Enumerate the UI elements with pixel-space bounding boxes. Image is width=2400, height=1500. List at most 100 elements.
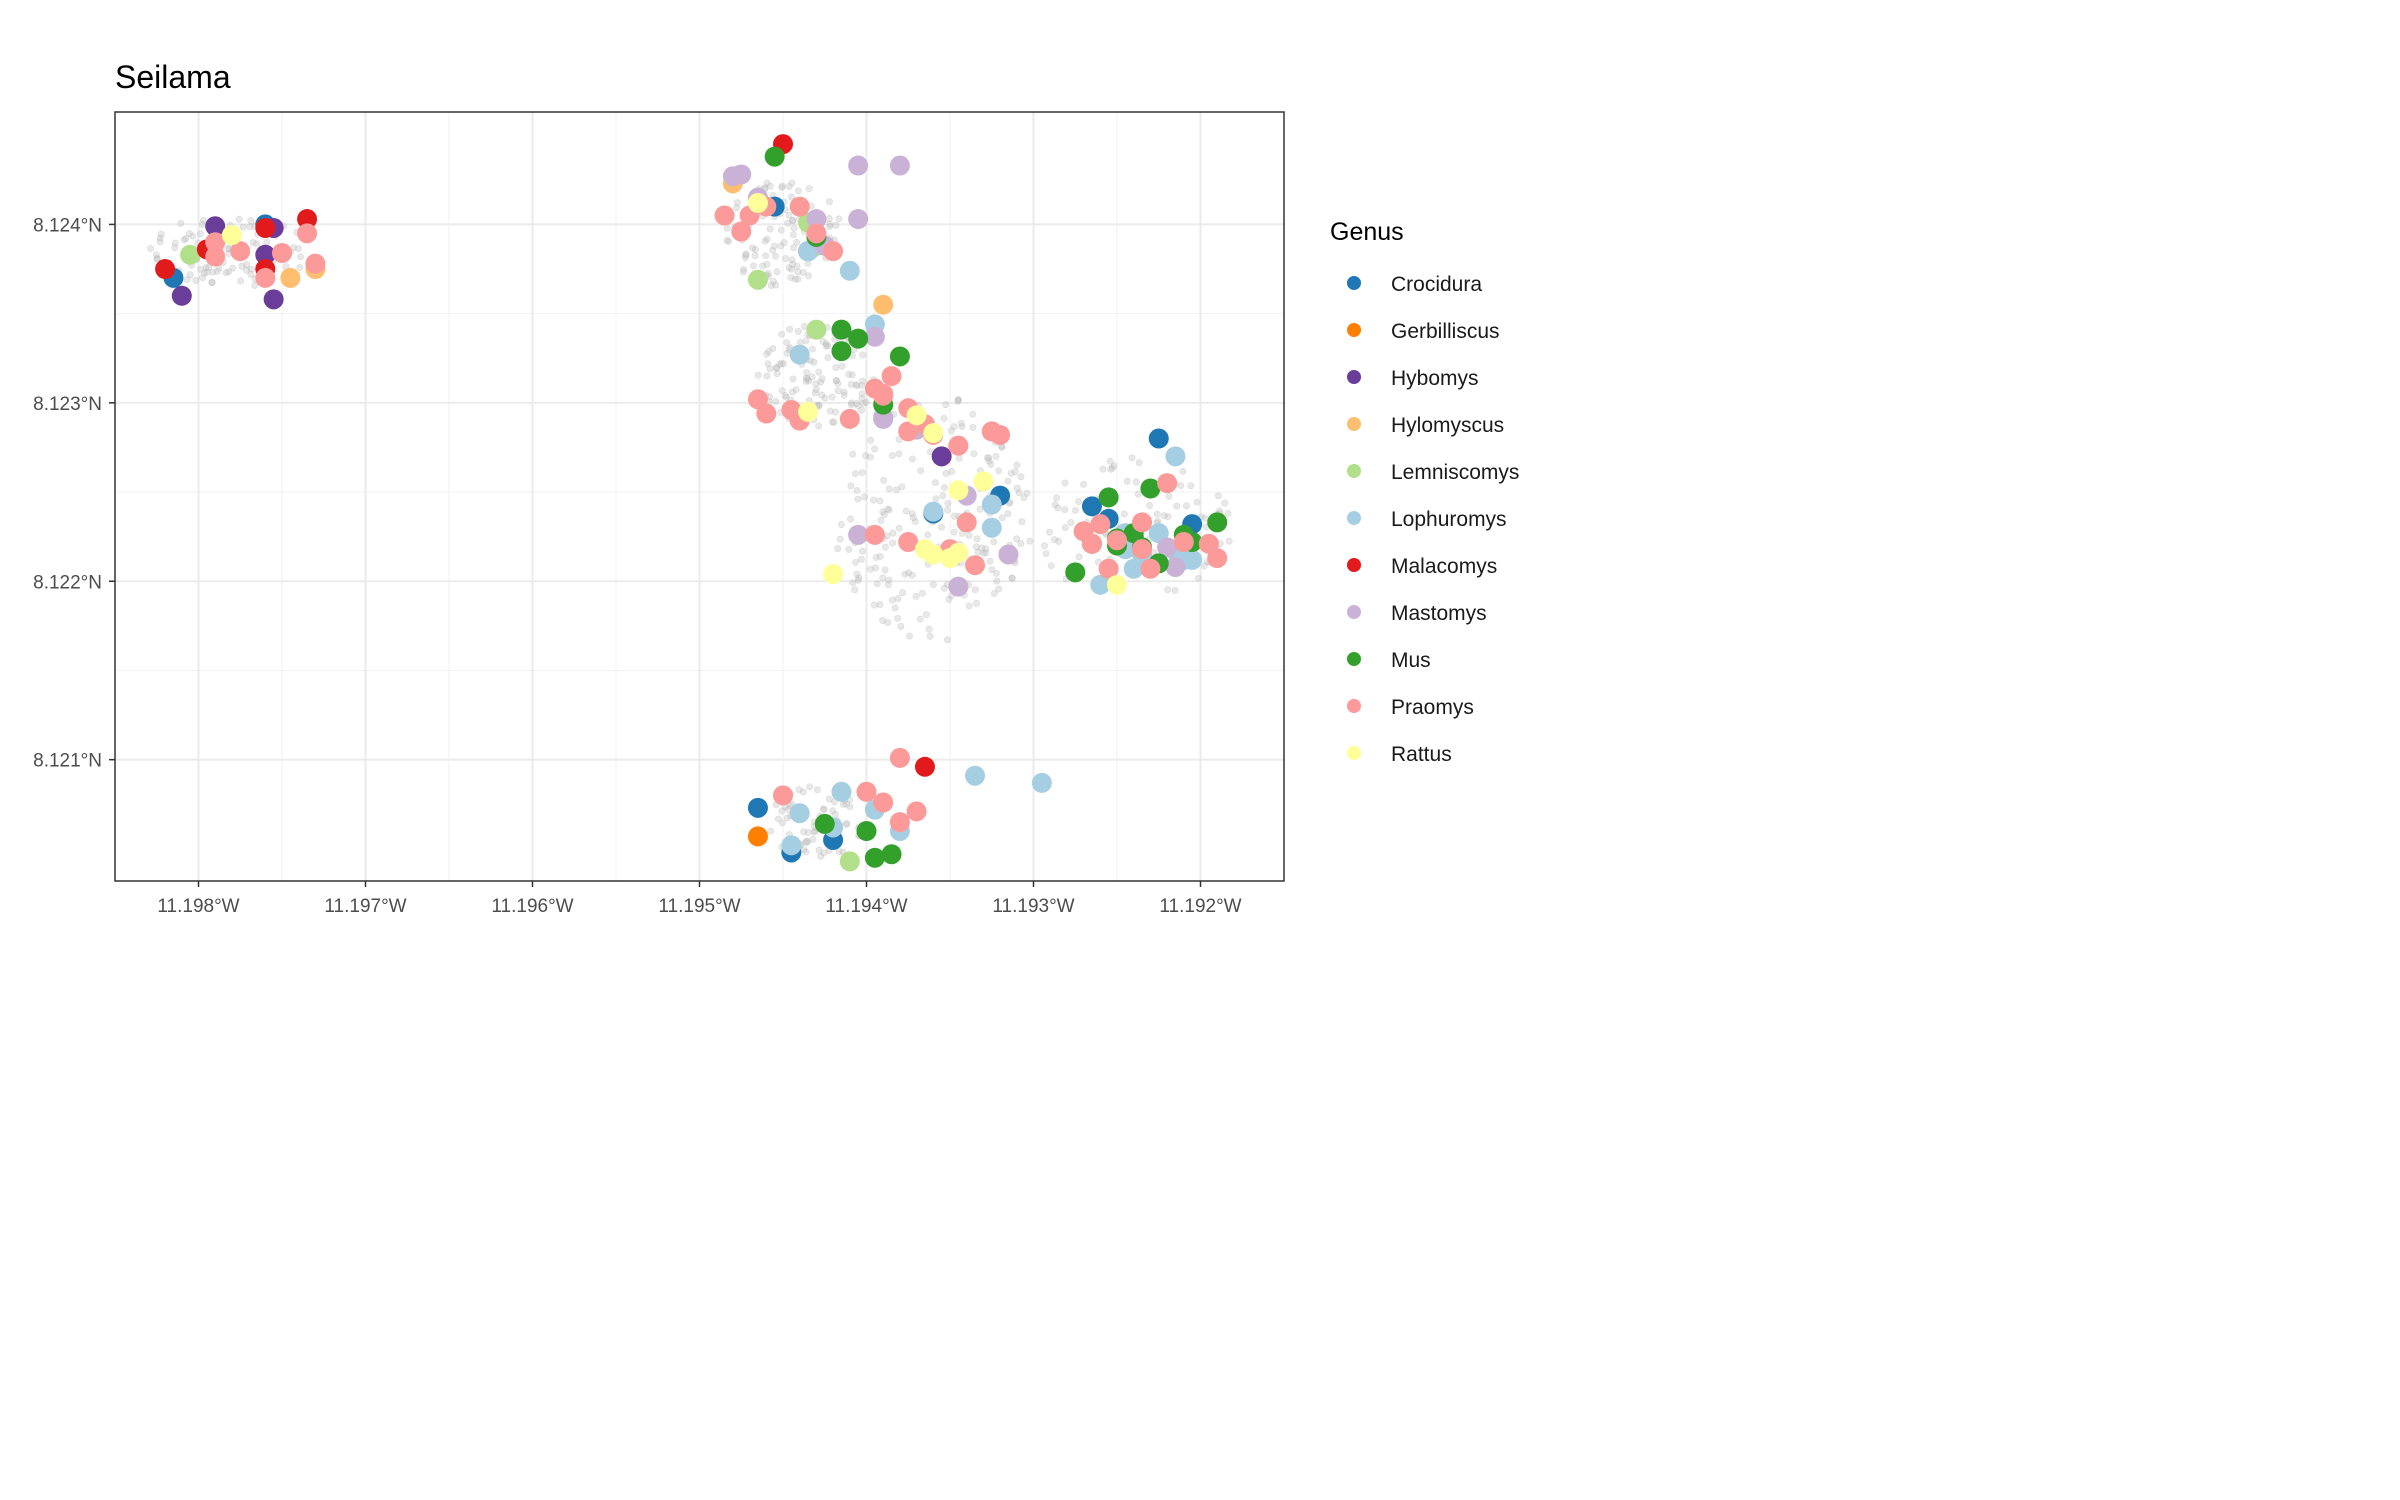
legend-label-lophuromys: Lophuromys: [1391, 508, 1507, 531]
y-tick-label: 8.121°N: [33, 751, 102, 772]
trap-point: [808, 345, 816, 353]
trap-point: [947, 427, 955, 435]
point-lophuromys: [1123, 558, 1144, 579]
point-mus: [764, 146, 785, 167]
trap-point: [938, 523, 946, 531]
trap-point: [772, 398, 780, 406]
trap-point: [857, 555, 865, 563]
point-praomys: [948, 435, 969, 456]
legend-label-mastomys: Mastomys: [1391, 602, 1487, 625]
legend-label-rattus: Rattus: [1391, 743, 1452, 766]
trap-point: [763, 372, 771, 380]
legend-key-lemniscomys: [1347, 464, 1361, 478]
trap-point: [778, 359, 786, 367]
legend-key-crocidura: [1347, 276, 1361, 290]
trap-point: [854, 402, 862, 410]
trap-point: [834, 387, 842, 395]
trap-point: [842, 800, 850, 808]
trap-point: [1224, 509, 1232, 517]
trap-point: [809, 835, 817, 843]
trap-point: [804, 828, 812, 836]
trap-point: [802, 374, 810, 382]
trap-point: [213, 267, 221, 275]
trap-point: [1099, 465, 1107, 473]
trap-point: [852, 381, 860, 389]
trap-point: [785, 211, 793, 219]
trap-point: [908, 455, 916, 463]
trap-point: [860, 399, 868, 407]
trap-point: [242, 266, 250, 274]
trap-point: [851, 586, 859, 594]
trap-point: [858, 547, 866, 555]
point-mus: [814, 813, 835, 834]
trap-point: [1013, 484, 1021, 492]
trap-point: [185, 229, 193, 237]
trap-point: [944, 500, 952, 508]
trap-point: [1075, 498, 1083, 506]
trap-point: [826, 407, 834, 415]
trap-point: [1008, 574, 1016, 582]
trap-point: [902, 507, 910, 515]
trap-point: [859, 377, 867, 385]
legend-label-lemniscomys: Lemniscomys: [1391, 461, 1519, 484]
trap-point: [932, 495, 940, 503]
point-praomys: [881, 366, 902, 387]
trap-point: [838, 362, 846, 370]
trap-point: [742, 250, 750, 258]
trap-point: [806, 783, 814, 791]
trap-point: [1107, 465, 1115, 473]
trap-point: [824, 354, 832, 362]
trap-point: [894, 614, 902, 622]
trap-point: [171, 239, 179, 247]
point-lophuromys: [789, 803, 810, 824]
trap-point: [832, 364, 840, 372]
y-tick-label: 8.124°N: [33, 215, 102, 236]
trap-point: [1042, 550, 1050, 558]
trap-point: [763, 260, 771, 268]
trap-point: [908, 510, 916, 518]
trap-point: [1195, 574, 1203, 582]
trap-point: [1061, 506, 1069, 514]
trap-point: [802, 837, 810, 845]
trap-point: [199, 216, 207, 224]
trap-point: [950, 423, 958, 431]
trap-point: [965, 531, 973, 539]
legend-key-lophuromys: [1347, 511, 1361, 525]
point-praomys: [864, 524, 885, 545]
trap-point: [813, 786, 821, 794]
legend-key-hybomys: [1347, 370, 1361, 384]
trap-point: [866, 453, 874, 461]
trap-point: [1020, 494, 1028, 502]
trap-point: [847, 482, 855, 490]
trap-point: [741, 254, 749, 262]
trap-point: [969, 410, 977, 418]
trap-point: [957, 419, 965, 427]
trap-point: [824, 342, 832, 350]
trap-point: [815, 846, 823, 854]
trap-point: [847, 399, 855, 407]
point-praomys: [956, 512, 977, 533]
trap-point: [247, 271, 255, 279]
point-praomys: [1132, 512, 1153, 533]
trap-point: [982, 545, 990, 553]
trap-point: [788, 179, 796, 187]
trap-point: [795, 786, 803, 794]
trap-point: [815, 368, 823, 376]
trap-point: [1053, 494, 1061, 502]
point-lophuromys: [981, 517, 1002, 538]
trap-point: [884, 581, 892, 589]
trap-point: [958, 423, 966, 431]
trap-point: [224, 245, 232, 253]
point-rattus: [798, 401, 819, 422]
legend-label-praomys: Praomys: [1391, 696, 1474, 719]
trap-point: [1017, 473, 1025, 481]
trap-point: [894, 595, 902, 603]
trap-point: [881, 543, 889, 551]
point-praomys: [1132, 539, 1153, 560]
trap-point: [853, 487, 861, 495]
trap-point: [848, 401, 856, 409]
trap-point: [861, 493, 869, 501]
trap-point: [782, 393, 790, 401]
trap-point: [926, 632, 934, 640]
trap-point: [830, 418, 838, 426]
